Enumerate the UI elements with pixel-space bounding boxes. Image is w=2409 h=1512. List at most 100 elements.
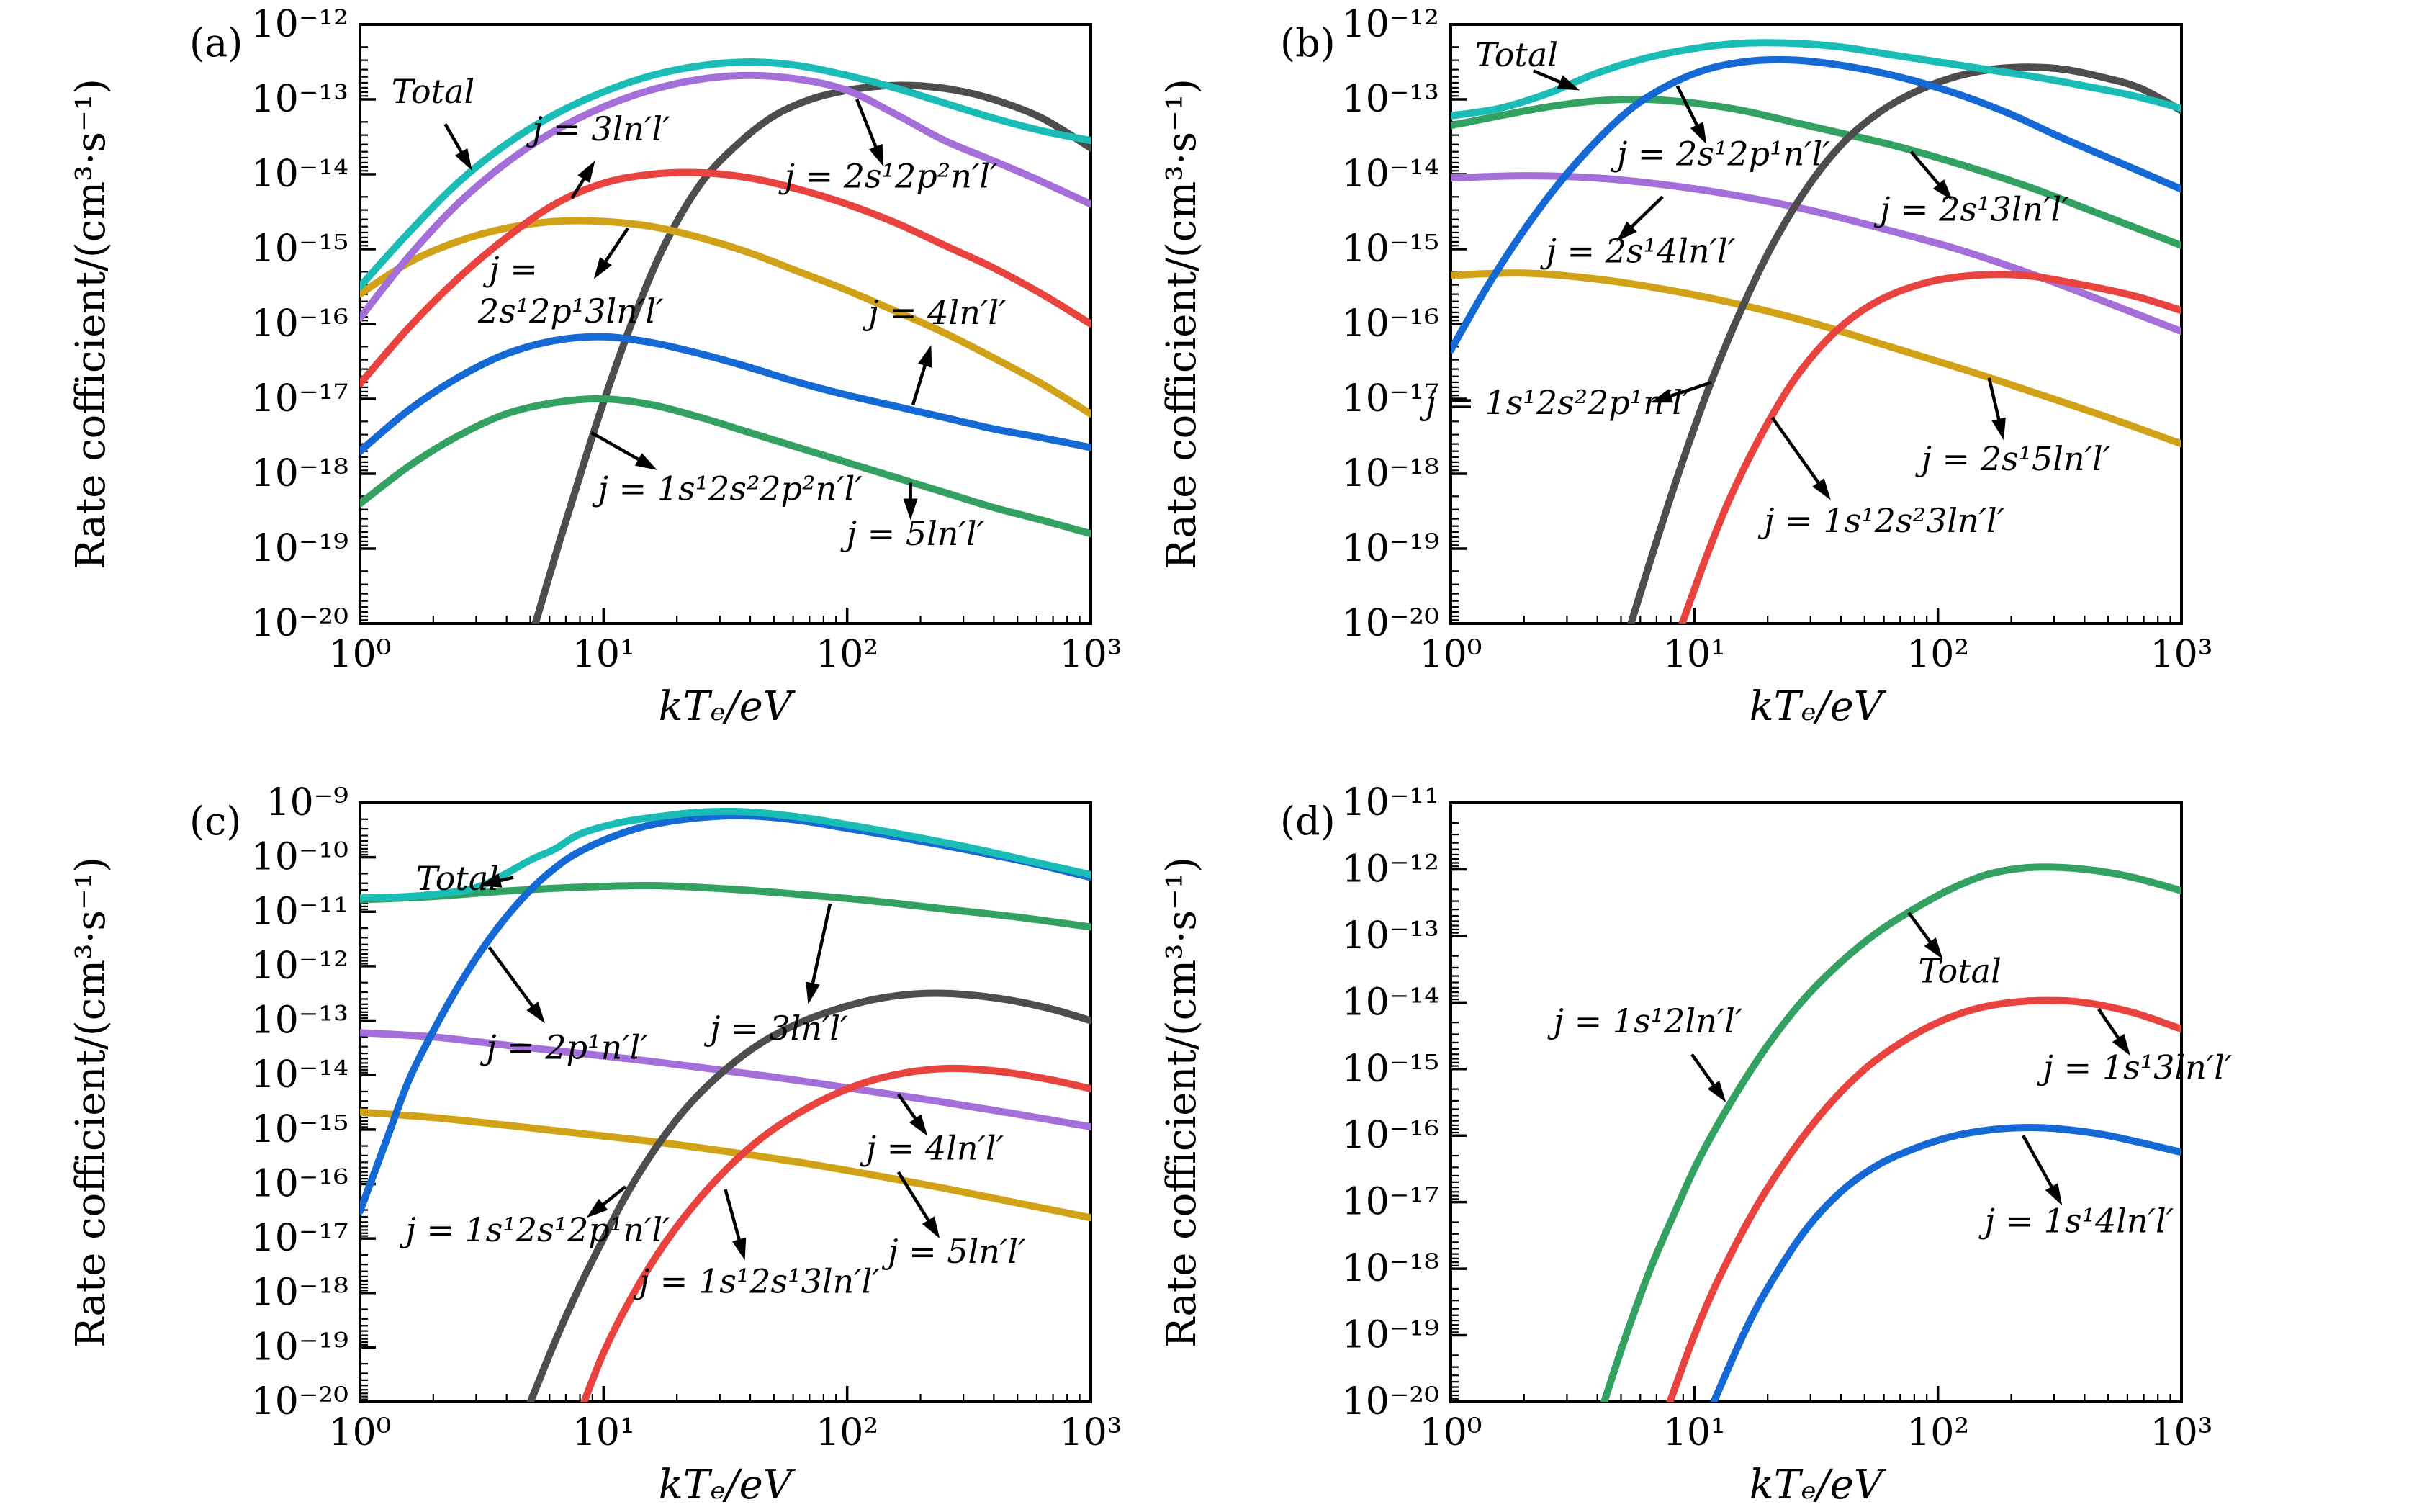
curve-j-1s-2s-3ln-l-c	[580, 1064, 1091, 1402]
curve-j-2s-5ln-l-b	[1451, 269, 2181, 448]
arrow-head-icon	[1924, 937, 1943, 960]
annotation-arrows-c	[479, 873, 940, 1261]
curve-j-5ln-l-a	[360, 395, 1091, 538]
curves-a	[360, 58, 1091, 624]
curve-j-2s-2p-n-l-a	[360, 71, 1091, 322]
arrow-line	[1664, 380, 1712, 400]
curve-j-2s-3ln-l-b	[1451, 95, 2181, 249]
y-tick-label-c: 10⁻²⁰	[251, 1380, 348, 1423]
arrow-head-icon	[526, 1002, 546, 1024]
y-tick-label-a: 10⁻¹⁵	[251, 228, 348, 271]
x-axis-title-a: kTₑ/eV	[659, 683, 796, 730]
y-tick-label-c: 10⁻¹⁰	[251, 836, 348, 879]
x-tick-label-c: 10²	[816, 1411, 878, 1454]
y-tick-label-c: 10⁻¹²	[251, 945, 348, 988]
curve-total-c	[360, 807, 1091, 902]
curves-d	[1600, 863, 2181, 1402]
annotation-label-j-4ln-l-c: j = 4ln′l′	[860, 1128, 1004, 1167]
arrow-head-icon	[1812, 478, 1831, 500]
panel-b: 10⁰ 10¹ 10² 10³ 10⁻¹² 10⁻¹³ 10⁻¹⁴ 10⁻¹⁵ 10⁻¹⁶ 10⁻…	[1158, 3, 2213, 730]
y-tick-label-b: 10⁻¹³	[1342, 78, 1439, 121]
y-tick-label-a: 10⁻¹⁴	[251, 153, 348, 196]
arrow-head-icon	[577, 161, 595, 184]
y-tick-label-d: 10⁻¹⁹	[1342, 1314, 1439, 1357]
arrow-line	[809, 903, 832, 990]
y-axis-title-a: Rate cofficient/(cm³·s⁻¹)	[68, 78, 114, 570]
x-tick-label-b: 10³	[2150, 633, 2212, 676]
y-tick-label-c: 10⁻⁹	[266, 781, 348, 824]
arrow-line	[1909, 150, 1945, 190]
annotation-label-total-c: Total	[416, 859, 499, 898]
annotation-label-j-1s-3ln-l-d: j = 1s¹3ln′l′	[2037, 1048, 2233, 1087]
y-tick-label-a: 10⁻¹⁷	[251, 377, 348, 420]
arrow-line	[855, 99, 880, 153]
y-tick-label-d: 10⁻¹⁸	[1342, 1247, 1439, 1290]
y-tick-label-c: 10⁻¹⁹	[251, 1326, 348, 1369]
x-tick-label-d: 10²	[1906, 1411, 1969, 1454]
x-tick-label-a: 10¹	[572, 633, 635, 676]
arrow-head-icon	[593, 257, 612, 279]
y-tick-label-b: 10⁻¹⁷	[1342, 377, 1439, 420]
curve-j-3ln-l-a	[360, 168, 1091, 388]
arrow-line	[2022, 1135, 2056, 1194]
panel-letter-a: (a)	[189, 20, 243, 66]
annotation-label-j-1s-2s-3ln-l-b: j = 1s¹2s²3ln′l′	[1757, 501, 2004, 540]
y-tick-label-c: 10⁻¹⁴	[251, 1053, 348, 1097]
curve-j-1s-2s-2p-n-l-a	[531, 81, 1091, 624]
x-tick-label-b: 10²	[1906, 633, 1969, 676]
arrow-head-icon	[1557, 75, 1580, 91]
x-tick-label-b: 10⁰	[1419, 633, 1482, 676]
annotation-arrows-a	[443, 99, 932, 521]
arrow-line	[1690, 1053, 1719, 1092]
y-tick-label-c: 10⁻¹⁶	[251, 1162, 348, 1205]
arrow-head-icon	[2045, 1183, 2063, 1206]
y-tick-label-d: 10⁻¹⁴	[1342, 981, 1439, 1024]
annotation-label-j-3ln-l-c: j = 3ln′l′	[703, 1009, 848, 1048]
annotation-label-total-d: Total	[1918, 952, 2001, 991]
curve-j-1s-3ln-l-d	[1666, 996, 2181, 1402]
y-tick-label-a: 10⁻¹⁸	[251, 452, 348, 495]
y-tick-label-b: 10⁻¹⁸	[1342, 452, 1439, 495]
annotation-label-j-2s-4ln-l-b: j = 2s¹4ln′l′	[1540, 232, 1736, 271]
arrow-line	[590, 431, 645, 464]
arrow-head-icon	[1707, 1080, 1726, 1102]
y-tick-label-c: 10⁻¹¹	[251, 890, 348, 933]
curve-j-1s-4ln-l-d	[1710, 1124, 2181, 1402]
x-tick-label-d: 10³	[2150, 1411, 2212, 1454]
y-tick-label-b: 10⁻¹⁶	[1342, 302, 1439, 346]
annotation-label-j-2s-2p-n-l-b: j = 2s¹2p¹n′l′	[1611, 135, 1830, 174]
curve-total-b	[1451, 39, 2181, 120]
x-axis-title-c: kTₑ/eV	[659, 1462, 796, 1508]
curve-j-5ln-l-c	[360, 1108, 1091, 1222]
arrow-line	[1987, 377, 2002, 426]
plot-frame-d	[1449, 801, 2183, 1403]
y-tick-label-c: 10⁻¹⁷	[251, 1217, 348, 1260]
x-tick-label-c: 10³	[1059, 1411, 1122, 1454]
annotation-label-j-1s-2s-2p-n-l-a: j = 1s¹2s²2p²n′l′	[592, 469, 863, 508]
y-tick-label-d: 10⁻¹⁷	[1342, 1181, 1439, 1224]
y-tick-label-b: 10⁻¹⁵	[1342, 228, 1439, 271]
y-tick-label-d: 10⁻¹¹	[1342, 781, 1439, 824]
y-tick-label-a: 10⁻¹⁹	[251, 527, 348, 570]
arrow-head-icon	[1991, 417, 2006, 441]
x-tick-label-a: 10²	[816, 633, 878, 676]
y-tick-label-d: 10⁻¹²	[1342, 847, 1439, 891]
curve-j-4ln-l-a	[360, 333, 1091, 455]
annotation-label-j-2s-3ln-l-b: j = 2s¹3ln′l′	[1873, 189, 2069, 228]
y-tick-label-d: 10⁻¹⁵	[1342, 1048, 1439, 1091]
arrow-head-icon	[1650, 389, 1674, 403]
annotation-arrows-b	[1533, 69, 2006, 500]
arrow-head-icon	[1690, 122, 1707, 145]
annotation-label-2s-2p-3ln-l-a: 2s¹2p¹3ln′l′	[477, 292, 664, 330]
plot-frame-c	[359, 801, 1092, 1403]
arrow-line	[1770, 416, 1824, 489]
x-tick-label-d: 10⁰	[1419, 1411, 1482, 1454]
annotation-label-j-5ln-l-a: j = 5ln′l′	[840, 514, 985, 553]
arrow-head-icon	[1616, 221, 1637, 242]
annotation-label-j-1s-2ln-l-d: j = 1s¹2ln′l′	[1547, 1002, 1743, 1040]
annotation-label-total-a: Total	[392, 72, 474, 111]
arrow-head-icon	[903, 498, 918, 521]
y-tick-label-d: 10⁻¹³	[1342, 914, 1439, 958]
annotation-label-j-4ln-l-a: j = 4ln′l′	[862, 293, 1007, 332]
